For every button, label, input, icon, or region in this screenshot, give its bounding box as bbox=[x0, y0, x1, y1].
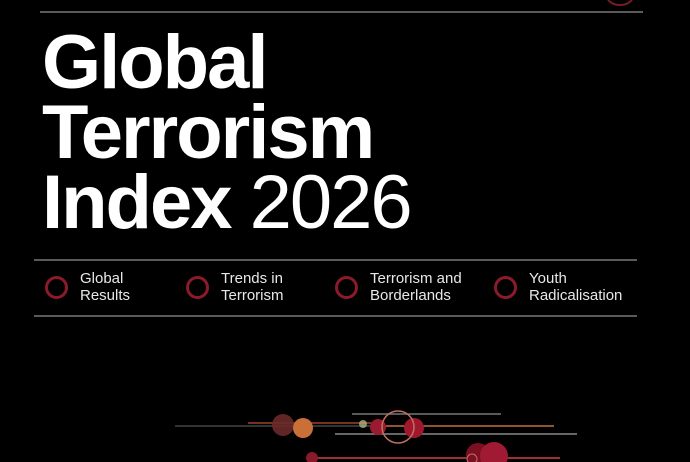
nav-label: Terrorism and bbox=[370, 270, 462, 287]
title-line: Global bbox=[42, 20, 268, 105]
title-year: 2026 bbox=[249, 160, 413, 245]
nav-trends-in-terrorism[interactable]: Trends in Terrorism bbox=[186, 270, 284, 304]
circle-ring-icon bbox=[186, 275, 209, 299]
divider bbox=[34, 259, 637, 261]
nav-label: Youth bbox=[529, 270, 567, 287]
circle-ring-icon bbox=[335, 275, 358, 299]
title-line: Index bbox=[42, 160, 232, 245]
decorative-graphic bbox=[175, 410, 577, 462]
circle-ring-icon bbox=[45, 275, 68, 299]
nav-label: Global bbox=[80, 270, 124, 287]
divider bbox=[40, 11, 643, 13]
page-title: Global Terrorism Index 2026 bbox=[42, 20, 413, 241]
nav-label: Radicalisation bbox=[529, 287, 623, 304]
nav-label: Results bbox=[80, 287, 131, 304]
circle-ring-icon bbox=[494, 275, 517, 299]
nav-youth-radicalisation[interactable]: Youth Radicalisation bbox=[494, 270, 622, 304]
nav-terrorism-and-borderlands[interactable]: Terrorism and Borderlands bbox=[335, 270, 462, 304]
nav-label: Trends in bbox=[221, 270, 283, 287]
title-line: Terrorism bbox=[42, 90, 375, 175]
nav-label: Terrorism bbox=[221, 287, 284, 304]
circle-ring-icon bbox=[606, 0, 634, 6]
nav-global-results[interactable]: Global Results bbox=[45, 270, 130, 304]
nav-label: Borderlands bbox=[370, 287, 451, 304]
divider bbox=[34, 315, 637, 317]
